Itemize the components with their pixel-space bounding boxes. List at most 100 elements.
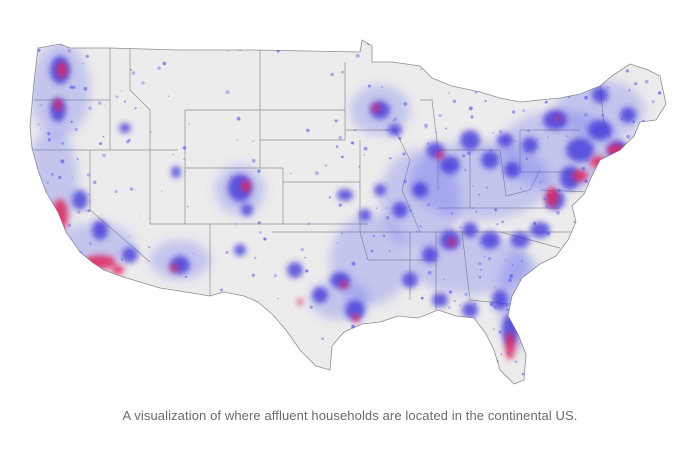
density-cluster (234, 244, 246, 256)
density-dot (314, 171, 319, 176)
density-hotspot (84, 255, 116, 269)
density-hotspot (572, 170, 588, 182)
density-haze (30, 42, 90, 138)
density-dot (597, 251, 600, 253)
density-dot (380, 349, 384, 352)
density-dot (59, 270, 64, 275)
density-dot (60, 252, 64, 256)
density-dot (257, 169, 261, 173)
density-dot (30, 183, 34, 187)
density-dot (88, 106, 92, 110)
density-dot (90, 244, 92, 246)
density-dot (546, 231, 551, 236)
density-dot (541, 303, 545, 307)
density-haze (30, 130, 78, 230)
density-dot (562, 194, 565, 197)
density-cluster (287, 262, 303, 278)
density-dot (646, 334, 650, 339)
density-dot (277, 297, 279, 300)
density-dot (642, 41, 646, 45)
density-dot (128, 138, 131, 142)
density-dot (211, 365, 214, 368)
density-dot (341, 155, 344, 159)
density-dot (135, 189, 137, 191)
density-dot (87, 209, 91, 213)
density-cluster (462, 222, 478, 238)
density-dot (509, 72, 512, 75)
density-dot (565, 135, 568, 138)
density-dot (257, 221, 261, 225)
density-dot (521, 372, 525, 376)
density-dot (458, 304, 461, 307)
density-dot (454, 40, 458, 43)
density-dot (577, 69, 580, 72)
density-dot (636, 378, 641, 383)
density-dot (636, 256, 641, 260)
density-dot (620, 117, 623, 121)
density-cluster (72, 190, 88, 210)
density-dot (513, 171, 518, 176)
density-dot (505, 303, 509, 307)
density-dot (587, 68, 590, 72)
density-dot (544, 223, 547, 226)
density-dot (554, 278, 559, 283)
density-dot (358, 165, 361, 168)
density-dot (599, 130, 601, 133)
density-dot (95, 276, 98, 278)
density-dot (130, 68, 133, 71)
density-hotspot (619, 147, 631, 157)
density-cluster (388, 124, 402, 136)
density-dot (306, 128, 310, 133)
density-dot (238, 47, 242, 52)
density-dot (367, 84, 371, 88)
density-dot (556, 263, 559, 265)
density-dot (81, 62, 84, 65)
density-dot (509, 274, 514, 278)
density-dot (614, 217, 619, 221)
density-dot (61, 209, 63, 212)
density-dot (292, 372, 294, 375)
density-dot (527, 328, 530, 331)
density-dot (600, 262, 604, 266)
density-dot (140, 215, 142, 217)
density-dot (52, 259, 54, 262)
us-affluent-households-map (29, 39, 667, 385)
density-dot (498, 330, 502, 334)
density-dot (175, 325, 177, 328)
density-dot (192, 253, 194, 255)
density-dot (142, 40, 146, 43)
density-dot (593, 123, 596, 127)
density-dot (579, 188, 582, 190)
density-dot (605, 98, 607, 101)
density-dot (485, 186, 489, 189)
density-dot (479, 242, 482, 245)
density-dot (453, 326, 455, 328)
density-dot (626, 134, 631, 139)
density-dot (330, 72, 334, 77)
density-dot (468, 106, 473, 111)
density-dot (547, 273, 550, 275)
density-dot (542, 87, 544, 89)
density-dot (556, 210, 560, 215)
density-dot (99, 142, 103, 146)
density-dot (336, 242, 338, 244)
density-dot (504, 260, 506, 262)
density-dot (629, 175, 633, 179)
density-dot (424, 123, 428, 128)
density-dot (585, 158, 589, 162)
density-dot (581, 265, 584, 267)
density-dot (580, 142, 584, 146)
density-dot (581, 227, 585, 231)
density-hotspot (170, 264, 178, 272)
density-dot (541, 69, 545, 73)
density-dot (40, 128, 42, 130)
density-dot (559, 296, 563, 300)
density-dot (188, 122, 191, 125)
density-dot (574, 277, 577, 281)
density-dot (427, 270, 432, 275)
density-dot (74, 127, 78, 132)
density-cluster (374, 184, 386, 196)
density-dot (538, 62, 541, 65)
density-dot (631, 312, 634, 314)
density-dot (426, 142, 430, 145)
